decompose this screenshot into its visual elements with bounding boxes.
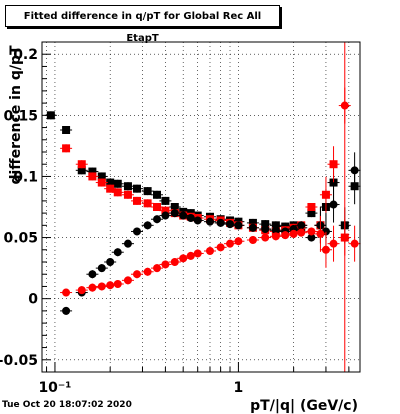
data-point-circle	[321, 245, 330, 254]
data-point-circle	[193, 249, 202, 258]
data-point-square	[261, 220, 270, 229]
plot-frame	[41, 41, 361, 373]
data-point-circle	[289, 229, 298, 238]
data-point-square	[113, 188, 122, 197]
data-point-square	[88, 172, 97, 181]
data-point-square	[77, 160, 86, 169]
chart-title: Fitted difference in q/pT for Global Rec…	[5, 5, 280, 44]
data-point-circle	[106, 258, 115, 266]
data-point-square	[97, 178, 106, 187]
y-tick-label: 0.15	[3, 108, 38, 124]
data-point-circle	[329, 239, 338, 248]
data-point-circle	[106, 281, 115, 290]
y-tick-label: -0.05	[0, 353, 38, 369]
timestamp: Tue Oct 20 18:07:02 2020	[2, 400, 132, 410]
data-point-circle	[350, 239, 359, 248]
data-point-circle	[97, 282, 106, 291]
data-point-square	[248, 218, 257, 227]
data-point-circle	[143, 221, 152, 230]
data-point-square	[321, 190, 330, 199]
data-point-circle	[271, 232, 280, 241]
data-point-square	[307, 209, 316, 218]
data-point-square	[88, 167, 97, 176]
data-point-square	[62, 126, 71, 134]
x-tick-label: 1	[234, 380, 244, 396]
y-axis-title: difference in q/pT	[8, 45, 24, 184]
axis-ticks: 10⁻¹ 1 -0.05 0 0.05 0.1 0.15 0.2	[0, 47, 350, 396]
data-point-circle	[350, 166, 359, 175]
data-point-circle	[161, 211, 170, 220]
data-point-circle	[248, 223, 257, 232]
data-point-circle	[88, 283, 97, 292]
data-point-circle	[281, 231, 290, 240]
data-point-circle	[170, 209, 179, 218]
data-point-circle	[307, 233, 316, 242]
data-point-circle	[62, 306, 71, 315]
y-tick-label: 0.2	[13, 47, 38, 63]
data-point-circle	[123, 239, 132, 248]
data-point-square	[123, 190, 132, 199]
data-point-circle	[113, 280, 122, 288]
data-point-square	[97, 172, 106, 181]
data-point-circle	[216, 243, 225, 252]
data-point-square	[106, 178, 115, 187]
data-point-square	[329, 160, 338, 169]
data-point-circle	[132, 270, 141, 279]
data-point-circle	[297, 228, 306, 237]
data-point-square	[307, 203, 316, 211]
data-point-square	[132, 184, 141, 193]
data-point-circle	[329, 200, 338, 209]
x-axis-title: pT/|q| (GeV/c)	[250, 398, 358, 414]
data-point-square	[143, 187, 152, 196]
data-point-circle	[205, 247, 214, 255]
data-point-square	[132, 196, 141, 205]
data-point-square	[113, 179, 122, 188]
data-point-square	[77, 166, 86, 175]
data-point-circle	[205, 217, 214, 226]
data-point-circle	[261, 225, 270, 233]
data-point-circle	[271, 226, 280, 235]
data-point-circle	[226, 220, 235, 229]
data-point-square	[271, 221, 280, 230]
data-point-circle	[153, 215, 162, 224]
x-tick-label: 10⁻¹	[38, 380, 71, 396]
data-point-circle	[113, 248, 122, 257]
data-point-circle	[248, 236, 257, 244]
data-point-circle	[170, 258, 179, 266]
data-point-square	[329, 178, 338, 187]
data-point-circle	[307, 227, 316, 236]
data-point-circle	[132, 227, 141, 236]
data-point-circle	[234, 221, 243, 230]
data-point-circle	[226, 239, 235, 248]
data-point-square	[170, 203, 179, 211]
data-point-circle	[316, 229, 325, 238]
data-point-circle	[153, 264, 162, 273]
data-point-circle	[261, 233, 270, 242]
data-points	[44, 42, 361, 372]
data-point-square	[161, 206, 170, 215]
data-point-circle	[123, 276, 132, 285]
data-point-circle	[143, 267, 152, 276]
data-point-circle	[297, 221, 306, 230]
data-point-circle	[62, 288, 71, 297]
data-point-circle	[216, 218, 225, 227]
data-point-square	[143, 199, 152, 208]
data-point-circle	[234, 237, 243, 246]
data-point-square	[62, 144, 71, 153]
data-point-square	[161, 196, 170, 205]
y-tick-label: 0.05	[3, 231, 38, 247]
data-point-square	[153, 203, 162, 211]
data-point-square	[153, 190, 162, 199]
data-point-square	[123, 182, 132, 191]
data-point-circle	[88, 270, 97, 279]
data-point-square	[106, 184, 115, 193]
data-point-circle	[193, 216, 202, 225]
data-point-circle	[77, 286, 86, 295]
y-tick-label: 0	[28, 292, 38, 308]
data-point-circle	[161, 260, 170, 269]
y-tick-label: 0.1	[13, 169, 38, 185]
data-point-circle	[97, 264, 106, 273]
